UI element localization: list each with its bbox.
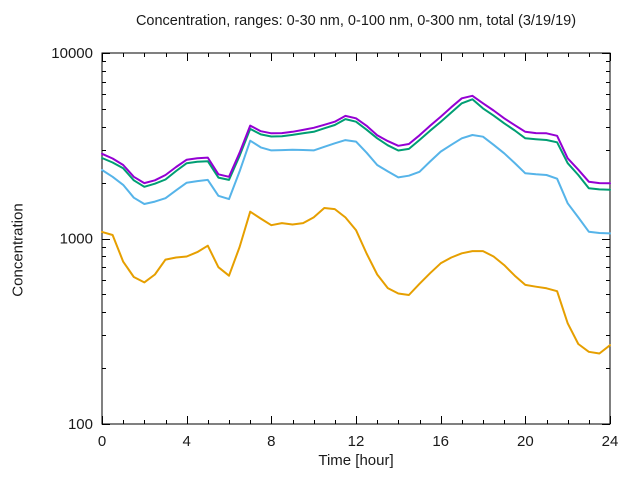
x-tick-label: 16 [432,433,449,450]
series-line-0-100-nm [101,134,611,235]
x-tick-label: 24 [602,433,619,450]
y-tick-label: 1000 [60,231,93,248]
y-axis-label: Concentration [9,203,27,297]
x-tick-label: 0 [98,433,106,450]
y-tick-label: 10000 [51,45,93,62]
x-tick-label: 4 [182,433,190,450]
series-line-total [101,94,611,185]
series-line-0-300-nm [101,98,611,191]
x-tick-label: 12 [348,433,365,450]
series-line-0-30-nm [101,207,611,355]
x-tick-label: 8 [267,433,275,450]
x-axis-label: Time [hour] [318,452,394,469]
x-tick-label: 20 [517,433,534,450]
plot-frame [101,52,611,425]
chart-title: Concentration, ranges: 0-30 nm, 0-100 nm… [135,13,577,29]
y-tick-label: 100 [68,416,93,433]
